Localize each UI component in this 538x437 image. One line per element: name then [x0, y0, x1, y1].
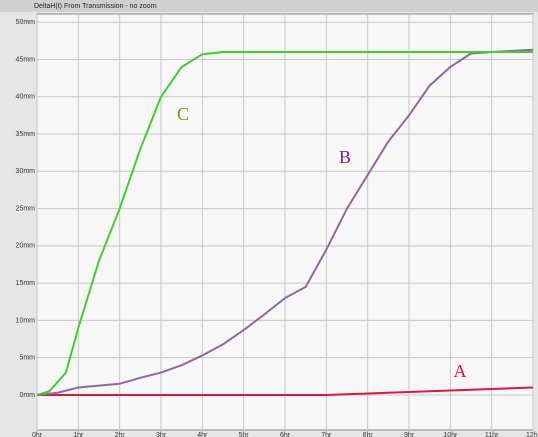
- x-tick-label: 3hr: [156, 432, 167, 437]
- y-tick-label: 35mm: [16, 131, 36, 138]
- x-tick-label: 6hr: [280, 432, 291, 437]
- y-tick-label: 10mm: [16, 317, 36, 324]
- x-tick-label: 9hr: [404, 432, 415, 437]
- y-tick-label: 50mm: [16, 19, 36, 26]
- annotation: C: [177, 104, 189, 124]
- series-line: [36, 51, 533, 396]
- y-tick-label: 45mm: [16, 56, 36, 63]
- chart-title: DeltaH(t) From Transmission - no zoom: [34, 3, 157, 10]
- x-tick-label: 11hr: [485, 432, 499, 437]
- title-bar: [0, 0, 538, 12]
- y-tick-label: 30mm: [16, 168, 36, 175]
- y-tick-label: 15mm: [16, 280, 36, 287]
- x-tick-label: 8hr: [363, 432, 374, 437]
- y-tick-label: 25mm: [16, 205, 36, 212]
- x-tick-label: 1hr: [73, 432, 84, 437]
- y-tick-label: 0mm: [19, 392, 35, 399]
- y-tick-label: 5mm: [19, 355, 35, 362]
- y-tick-label: 20mm: [16, 243, 36, 250]
- x-tick-label: 0hr: [32, 432, 43, 437]
- series-line: [37, 386, 534, 396]
- y-tick-label: 40mm: [16, 94, 36, 101]
- x-tick-label: 7hr: [321, 432, 332, 437]
- series-line: [36, 48, 534, 396]
- x-tick-label: 12hr: [526, 432, 538, 437]
- annotation: A: [454, 361, 467, 381]
- x-tick-label: 10hr: [443, 432, 458, 437]
- x-tick-label: 2hr: [115, 432, 126, 437]
- x-tick-label: 4hr: [197, 432, 208, 437]
- annotation: B: [339, 147, 351, 167]
- x-tick-label: 5hr: [239, 432, 250, 437]
